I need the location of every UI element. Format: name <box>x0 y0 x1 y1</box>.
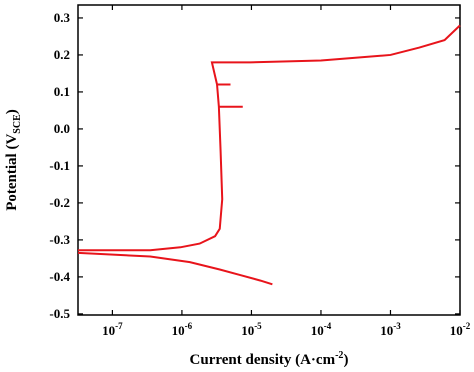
tick-exponent: -2 <box>463 321 471 331</box>
x-tick-label: 10-2 <box>450 321 471 338</box>
y-tick-label: 0.1 <box>54 84 70 99</box>
y-label-end: ) <box>4 109 20 114</box>
y-tick-label: -0.3 <box>49 232 70 247</box>
tick-base: 10 <box>172 323 185 338</box>
y-tick-label: 0.2 <box>54 47 70 62</box>
x-tick-label: 10-5 <box>241 321 262 338</box>
x-tick-label: 10-3 <box>380 321 401 338</box>
tick-exponent: -3 <box>393 321 401 331</box>
y-tick-label: 0.0 <box>54 121 70 136</box>
y-axis-label: Potential (VSCE) <box>4 109 23 211</box>
tick-base: 10 <box>241 323 254 338</box>
y-tick-label: -0.1 <box>49 158 70 173</box>
x-tick-label: 10-6 <box>172 321 193 338</box>
x-label-end: ) <box>343 352 348 368</box>
y-label-text: Potential (V <box>4 134 20 211</box>
tick-exponent: -7 <box>115 321 123 331</box>
x-label-text: Current density (A·cm <box>190 352 336 368</box>
y-label-sub: SCE <box>12 114 23 134</box>
x-tick-label: 10-7 <box>102 321 123 338</box>
tick-base: 10 <box>380 323 393 338</box>
tick-base: 10 <box>311 323 324 338</box>
tick-exponent: -4 <box>324 321 332 331</box>
data-line <box>77 251 273 286</box>
plot-frame <box>77 4 461 316</box>
x-tick-label: 10-4 <box>311 321 332 338</box>
tick-base: 10 <box>450 323 463 338</box>
data-line <box>78 24 461 252</box>
y-tick-label: 0.3 <box>54 10 71 25</box>
tick-exponent: -6 <box>185 321 193 331</box>
x-axis-label: Current density (A·cm-2) <box>190 350 349 368</box>
y-tick-label: -0.5 <box>49 306 70 321</box>
tick-base: 10 <box>102 323 115 338</box>
y-tick-label: -0.2 <box>49 195 70 210</box>
y-tick-label: -0.4 <box>49 269 70 284</box>
tick-exponent: -5 <box>254 321 262 331</box>
x-label-sup: -2 <box>335 350 343 361</box>
